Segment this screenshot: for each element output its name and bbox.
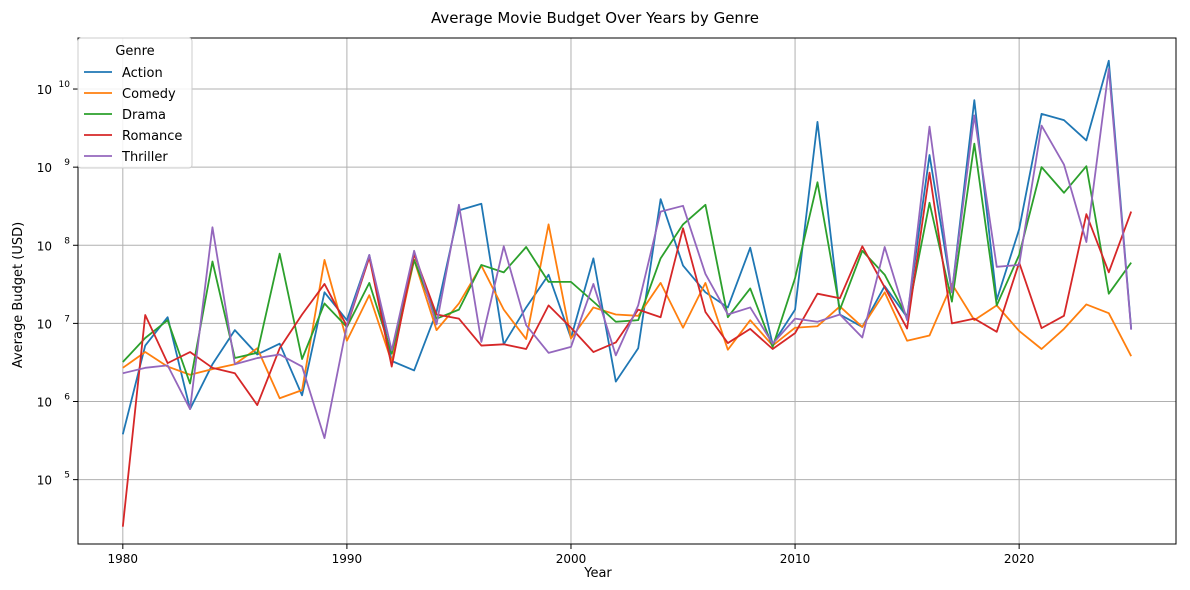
y-tick-exponent: 5 [64, 471, 70, 481]
y-axis-title: Average Budget (USD) [11, 222, 26, 368]
legend-label: Thriller [121, 150, 168, 165]
x-tick-label: 2010 [780, 552, 811, 566]
legend-items: Action Comedy Drama Romance Thriller [84, 66, 182, 165]
legend-item-drama: Drama [84, 108, 166, 123]
x-tick-label: 1980 [108, 552, 139, 566]
legend: Genre Action Comedy Drama Romance Thriller [77, 37, 193, 169]
x-tick-label: 1990 [332, 552, 363, 566]
y-tick-label: 10 [37, 83, 52, 97]
legend-item-thriller: Thriller [84, 150, 168, 165]
series-line-action [121, 59, 1133, 435]
legend-item-comedy: Comedy [84, 87, 176, 102]
x-tick-label: 2020 [1004, 552, 1035, 566]
x-tick-label: 2000 [556, 552, 587, 566]
legend-label: Drama [122, 108, 166, 123]
plot-frame [77, 37, 1177, 545]
series-line-drama [122, 142, 1132, 385]
series-line-thriller [122, 68, 1133, 440]
y-tick-label: 10 [37, 239, 52, 253]
legend-title: Genre [115, 44, 154, 59]
legend-item-romance: Romance [84, 129, 182, 144]
y-tick-label: 10 [37, 317, 52, 331]
y-tick-exponent: 6 [64, 393, 70, 403]
legend-label: Comedy [122, 87, 176, 102]
chart-title: Average Movie Budget Over Years by Genre [431, 9, 759, 27]
series-line-romance [121, 171, 1133, 527]
grid [78, 38, 1176, 544]
legend-label: Action [122, 66, 163, 81]
x-axis: 1980 1990 2000 2010 2020 [108, 544, 1035, 566]
legend-label: Romance [122, 129, 182, 144]
y-tick-exponent: 9 [64, 158, 70, 168]
y-tick-exponent: 10 [59, 80, 71, 90]
series-line-comedy [122, 223, 1132, 400]
y-axis: 10 5 10 6 10 7 10 8 10 9 10 10 [37, 80, 78, 488]
y-tick-label: 10 [37, 161, 52, 175]
series-lines [121, 59, 1133, 527]
legend-item-action: Action [84, 66, 163, 81]
y-tick-exponent: 8 [64, 236, 70, 246]
y-tick-label: 10 [37, 474, 52, 488]
y-tick-exponent: 7 [64, 314, 70, 324]
y-tick-label: 10 [37, 396, 52, 410]
x-axis-title: Year [583, 566, 612, 581]
